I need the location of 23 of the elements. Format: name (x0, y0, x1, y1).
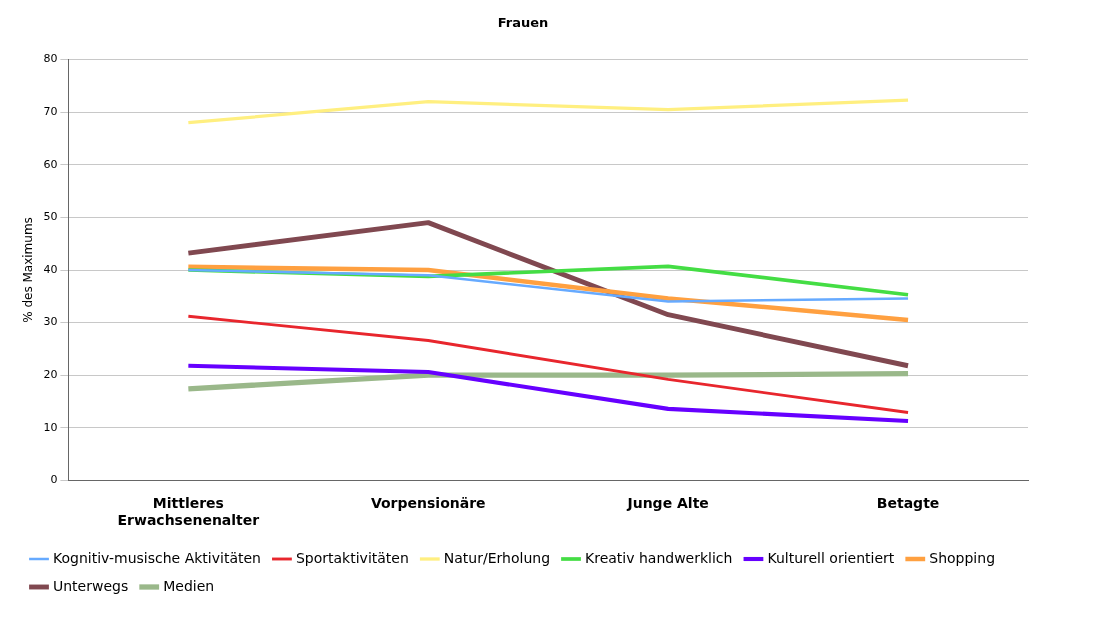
legend-label: Shopping (929, 549, 996, 566)
x-tick-label: Junge Alte (626, 495, 709, 512)
legend-label: Unterwegs (53, 577, 129, 594)
y-tick-label: 60 (43, 157, 58, 171)
y-axis-title: % des Maximums (21, 217, 36, 323)
legend-label: Sportaktivitäten (295, 549, 409, 566)
chart-title: Frauen (497, 15, 549, 31)
x-tick-label: Mittleres Erwachsenenalter (117, 495, 260, 529)
y-tick-label: 80 (43, 52, 58, 66)
y-tick-label: 50 (43, 210, 58, 224)
y-tick-label: 20 (43, 368, 58, 382)
legend-label: Natur/Erholung (443, 549, 551, 566)
x-tick-label: Betagte (876, 495, 940, 512)
y-tick-label: 70 (43, 105, 58, 119)
legend-label: Kognitiv-musische Aktivitäten (53, 549, 261, 566)
legend-label: Medien (163, 577, 215, 594)
x-tick-label: Vorpensionäre (370, 495, 486, 512)
y-tick-label: 40 (43, 262, 58, 276)
y-tick-label: 0 (50, 473, 58, 487)
legend-label: Kreativ handwerklich (585, 549, 733, 566)
legend-label: Kulturell orientiert (767, 549, 895, 566)
y-tick-label: 10 (43, 420, 58, 434)
y-tick-label: 30 (43, 315, 58, 329)
